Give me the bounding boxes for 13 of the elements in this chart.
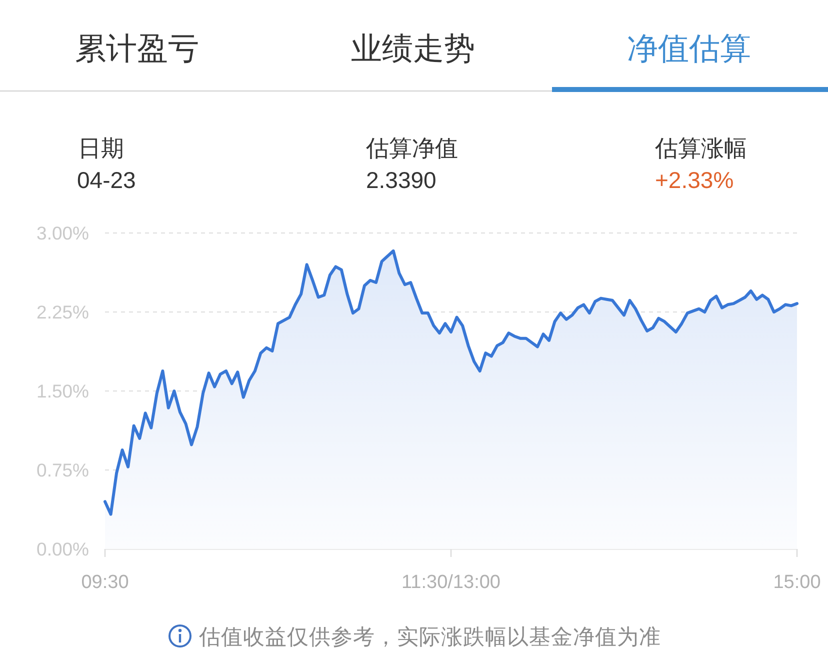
x-tick-label: 09:30 [81, 572, 129, 593]
text: 04-23 [77, 167, 136, 193]
text: 2.3390 [366, 167, 436, 193]
text: 估算净值 [365, 135, 458, 161]
text: 累计盈亏 [75, 31, 199, 66]
text: 估算涨幅 [654, 135, 747, 161]
x-tick-label: 15:00 [773, 572, 821, 593]
text: 净值估算 [627, 31, 751, 66]
text: +2.33% [655, 167, 734, 193]
x-tick-label: 11:30/13:00 [402, 572, 500, 593]
text: 估值收益仅供参考，实际涨跌幅以基金净值为准 [198, 625, 661, 649]
text: 日期 [78, 135, 124, 161]
text: 业绩走势 [351, 31, 475, 66]
